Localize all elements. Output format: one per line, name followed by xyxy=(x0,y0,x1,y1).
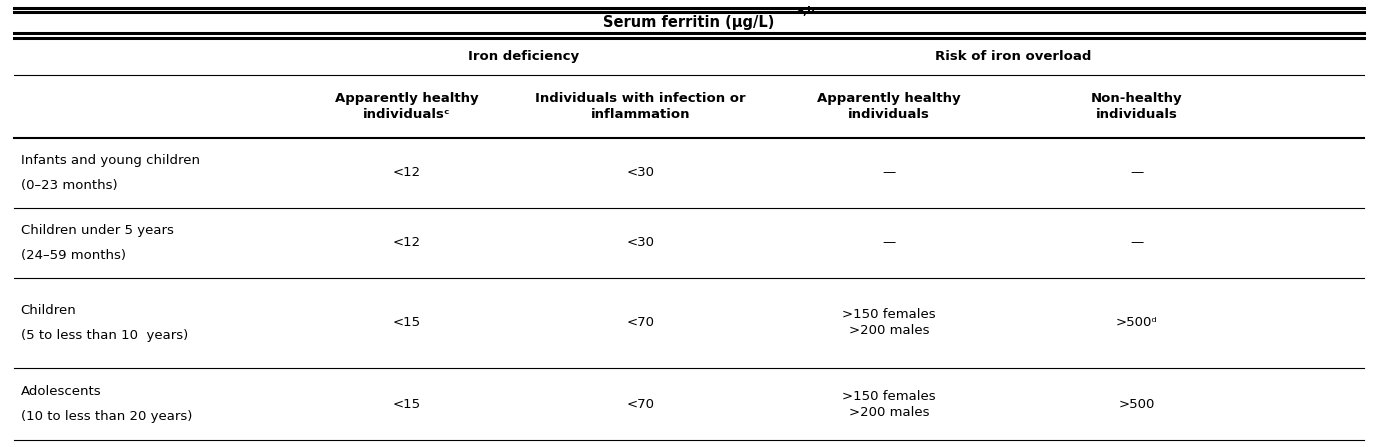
Text: Iron deficiency: Iron deficiency xyxy=(469,50,579,63)
Text: Serum ferritin (μg/L): Serum ferritin (μg/L) xyxy=(604,15,774,30)
Text: Apparently healthy
individuals: Apparently healthy individuals xyxy=(817,92,960,121)
Text: >150 females
>200 males: >150 females >200 males xyxy=(842,389,936,418)
Text: —: — xyxy=(1130,166,1144,180)
Text: Non-healthy
individuals: Non-healthy individuals xyxy=(1091,92,1182,121)
Text: >500ᵈ: >500ᵈ xyxy=(1116,316,1158,329)
Text: —: — xyxy=(1130,236,1144,249)
Text: <30: <30 xyxy=(627,166,655,180)
Text: (10 to less than 20 years): (10 to less than 20 years) xyxy=(21,410,192,423)
Text: (5 to less than 10  years): (5 to less than 10 years) xyxy=(21,329,187,342)
Text: Individuals with infection or
inflammation: Individuals with infection or inflammati… xyxy=(536,92,745,121)
Text: (24–59 months): (24–59 months) xyxy=(21,249,125,262)
Text: <15: <15 xyxy=(393,397,420,410)
Text: Adolescents: Adolescents xyxy=(21,385,102,398)
Text: Children: Children xyxy=(21,304,76,317)
Text: Children under 5 years: Children under 5 years xyxy=(21,224,174,237)
Text: <12: <12 xyxy=(393,166,420,180)
Text: (0–23 months): (0–23 months) xyxy=(21,179,117,192)
Text: Infants and young children: Infants and young children xyxy=(21,154,200,167)
Text: >150 females
>200 males: >150 females >200 males xyxy=(842,308,936,337)
Text: <15: <15 xyxy=(393,316,420,329)
Text: <30: <30 xyxy=(627,236,655,249)
Text: <70: <70 xyxy=(627,397,655,410)
Text: —: — xyxy=(882,236,896,249)
Text: Apparently healthy
individualsᶜ: Apparently healthy individualsᶜ xyxy=(335,92,478,121)
Text: >500: >500 xyxy=(1119,397,1155,410)
Text: <12: <12 xyxy=(393,236,420,249)
Text: Risk of iron overload: Risk of iron overload xyxy=(934,50,1091,63)
Text: <70: <70 xyxy=(627,316,655,329)
Text: a,b: a,b xyxy=(796,6,816,17)
Text: —: — xyxy=(882,166,896,180)
